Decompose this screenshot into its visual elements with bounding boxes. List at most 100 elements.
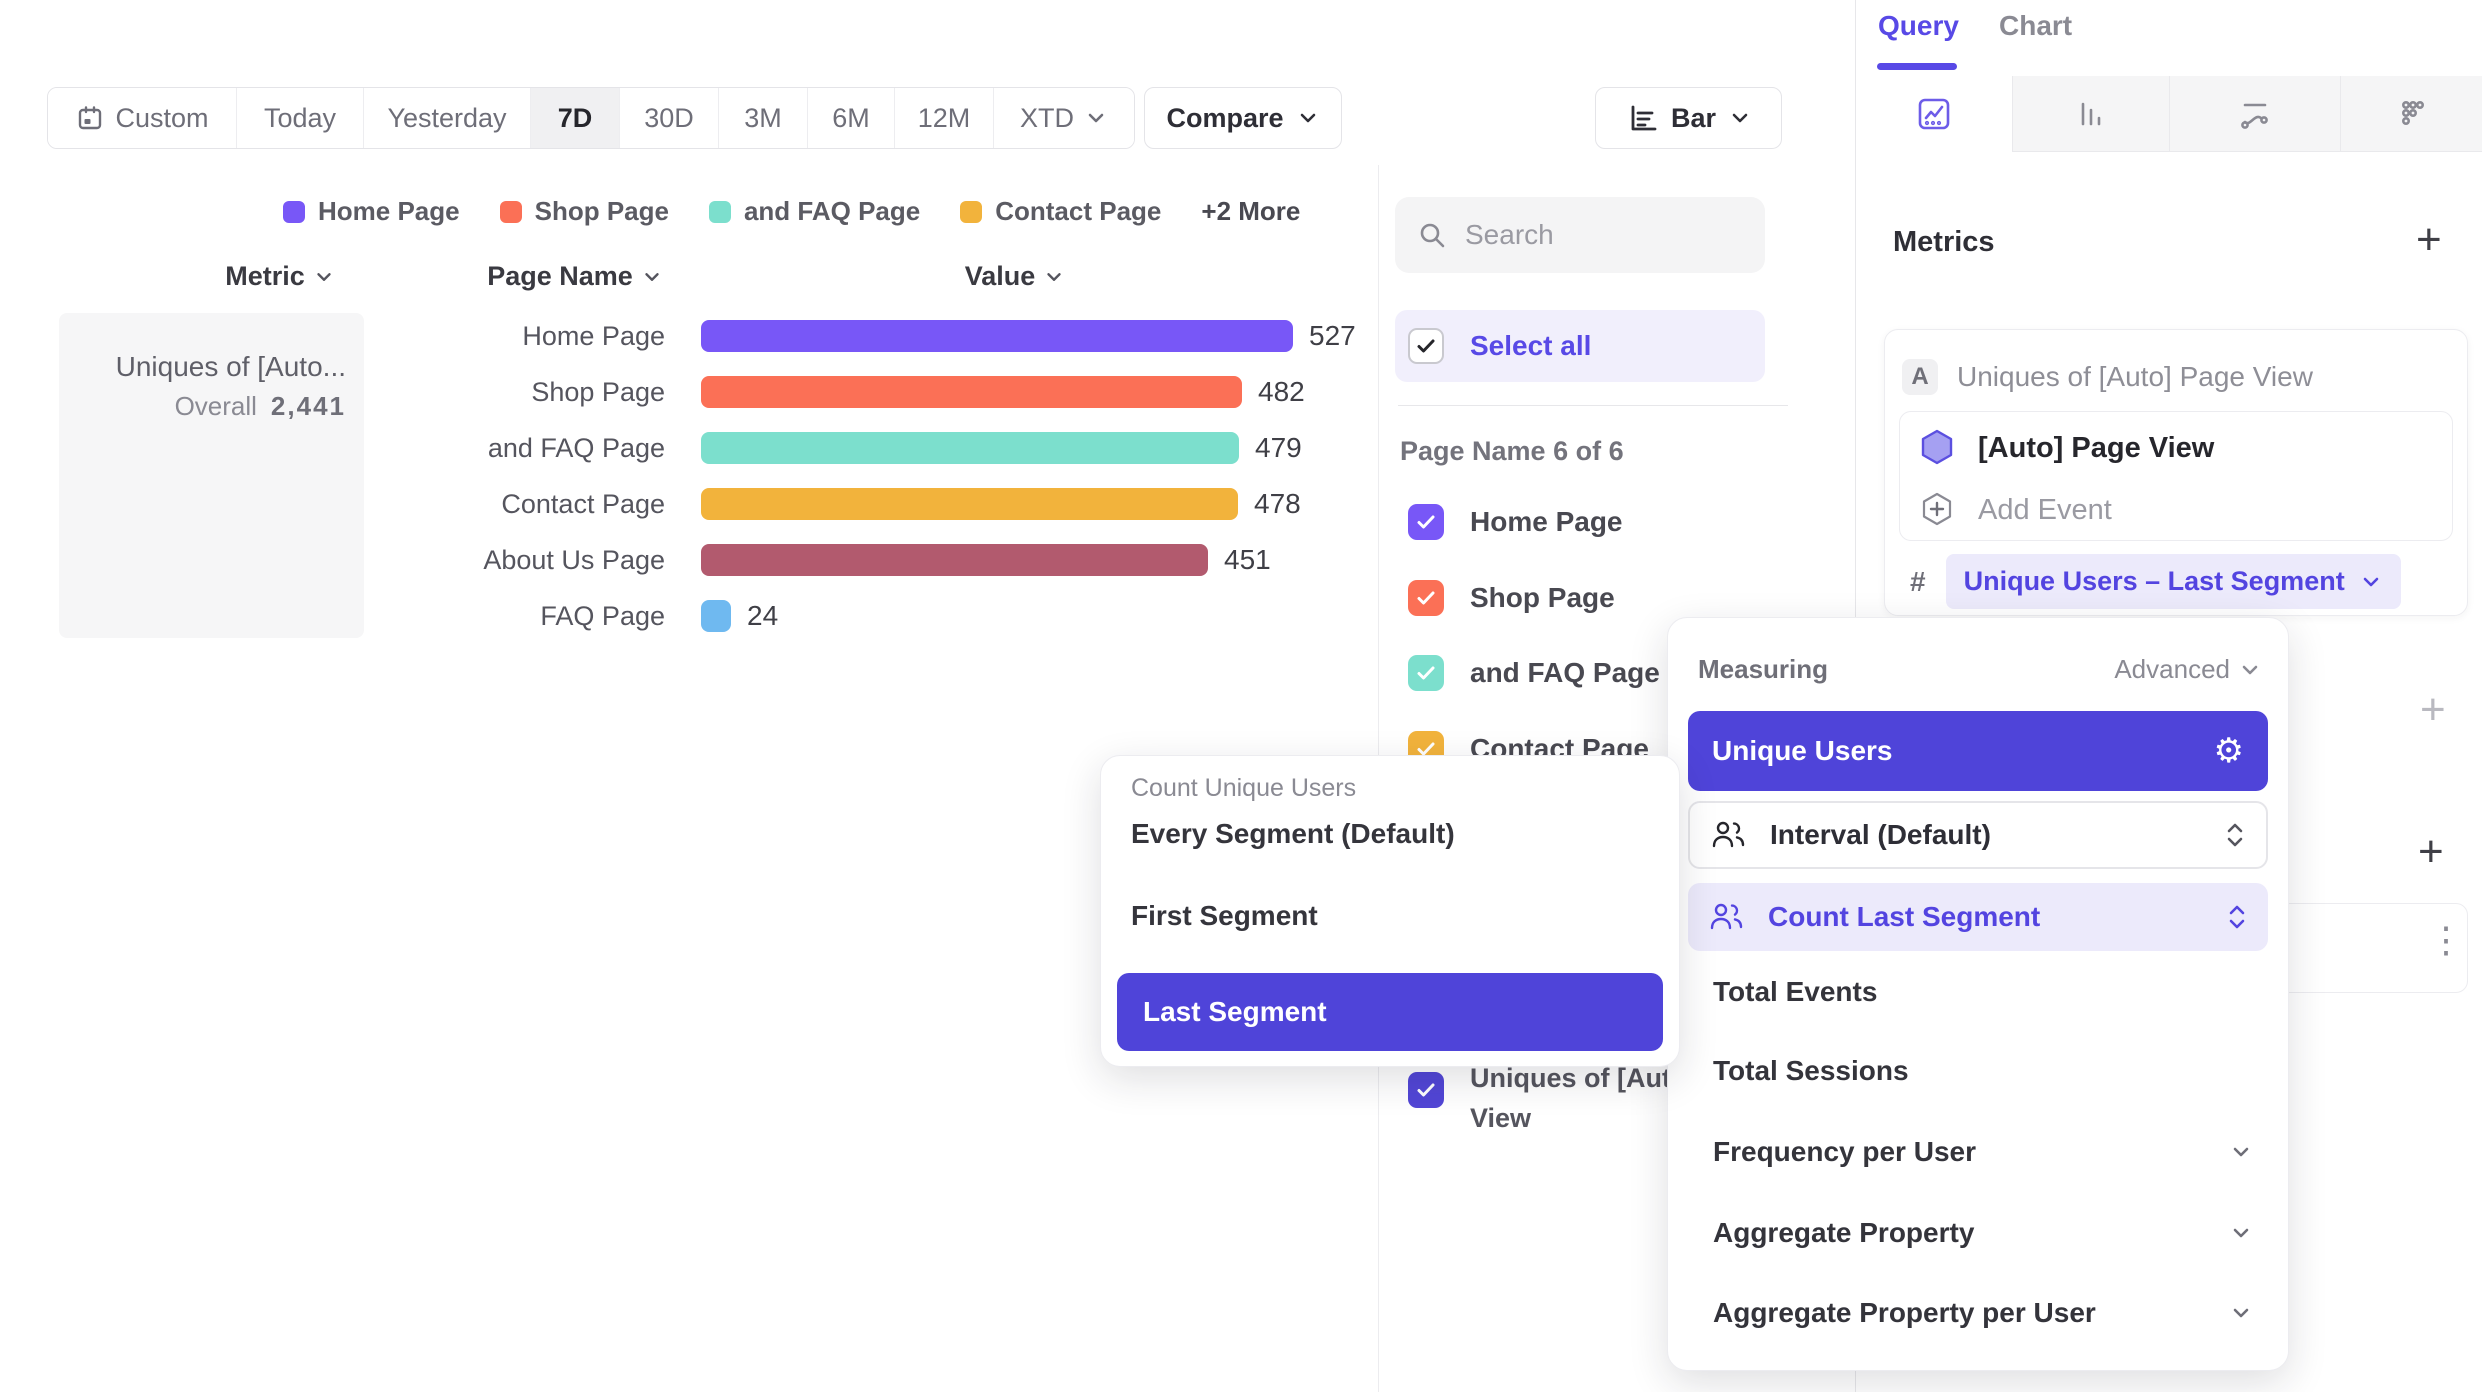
insights-icon	[1918, 98, 1950, 130]
date-range-yesterday[interactable]: Yesterday	[364, 88, 531, 148]
legend-item[interactable]: Shop Page	[499, 196, 669, 227]
calendar-icon	[79, 106, 102, 130]
kebab-menu-icon[interactable]: ⋮	[2428, 919, 2464, 960]
count-option[interactable]: Every Segment (Default)	[1131, 818, 1455, 849]
metric-query-card[interactable]: A Uniques of [Auto] Page View [Auto] Pag…	[1884, 329, 2468, 616]
checkbox[interactable]	[1408, 655, 1444, 691]
add-metric-button[interactable]: +	[2416, 215, 2442, 264]
gear-icon[interactable]: ⚙	[2213, 731, 2244, 771]
add-event-icon	[1922, 492, 1952, 526]
chevron-down-icon	[645, 272, 659, 281]
legend-more[interactable]: +2 More	[1201, 196, 1301, 226]
column-header-page-name[interactable]: Page Name	[460, 261, 690, 292]
chevron-down-icon	[317, 272, 331, 281]
legend-swatch	[708, 200, 731, 223]
filter-item-shop-page[interactable]: Shop Page	[1408, 580, 1615, 616]
select-all-row[interactable]: Select all	[1395, 310, 1765, 382]
legend-item[interactable]: and FAQ Page	[708, 196, 920, 227]
filter-item-and-faq-page[interactable]: and FAQ Page	[1408, 655, 1660, 691]
chevron-down-icon	[2233, 1308, 2249, 1318]
chevron-down-icon	[1047, 272, 1061, 281]
add-event-row[interactable]: Add Event	[1918, 490, 2112, 530]
legend-item[interactable]: Contact Page	[960, 196, 1161, 227]
checkbox[interactable]	[1408, 504, 1444, 540]
date-range-6m[interactable]: 6M	[808, 88, 895, 148]
bar-row-label: About Us Page	[483, 545, 665, 575]
measuring-option-count-last-segment[interactable]: Count Last Segment	[1688, 883, 2268, 951]
view-tab-insights[interactable]	[1856, 76, 2012, 152]
compare-button[interactable]: Compare	[1144, 87, 1342, 149]
date-range-custom[interactable]: Custom	[48, 88, 237, 148]
event-row[interactable]: [Auto] Page View	[1918, 428, 2214, 468]
chart-type-button[interactable]: Bar	[1595, 87, 1782, 149]
bar-segment[interactable]	[701, 320, 1293, 352]
bar-value: 527	[1309, 320, 1356, 351]
legend-swatch	[283, 200, 305, 223]
date-range-30d[interactable]: 30D	[620, 88, 719, 148]
bar-columns-icon	[2081, 102, 2101, 125]
date-range-today[interactable]: Today	[237, 88, 364, 148]
measuring-option-interval[interactable]: Interval (Default)	[1688, 801, 2268, 869]
bar-chart-icon	[1631, 105, 1657, 131]
measuring-option-total-sessions[interactable]: Total Sessions	[1713, 1055, 1909, 1086]
chevron-down-icon	[1300, 113, 1315, 123]
bar-segment[interactable]	[701, 544, 1208, 576]
metric-summary-card[interactable]: Uniques of [Auto... Overall 2,441	[59, 313, 364, 638]
measuring-option-total-events[interactable]: Total Events	[1713, 976, 1878, 1007]
date-range-3m[interactable]: 3M	[719, 88, 808, 148]
select-all-label: Select all	[1470, 330, 1592, 361]
retention-icon	[2241, 103, 2268, 129]
tab-query[interactable]: Query	[1878, 10, 1959, 41]
filter-item-home-page[interactable]: Home Page	[1408, 504, 1623, 540]
chevron-down-icon	[2242, 665, 2258, 674]
count-option[interactable]: First Segment	[1131, 900, 1318, 931]
bar-segment[interactable]	[701, 376, 1242, 408]
bar-row-label: FAQ Page	[540, 601, 665, 631]
bar-segment[interactable]	[701, 432, 1239, 464]
measuring-option-aggregate-property[interactable]: Aggregate Property	[1713, 1217, 2253, 1249]
legend-item[interactable]: Home Page	[283, 196, 460, 227]
date-range-7d[interactable]: 7D	[531, 88, 620, 148]
add-breakdown-button[interactable]: +	[2418, 827, 2444, 876]
advanced-toggle[interactable]: Advanced	[2114, 654, 2262, 685]
metric-query-title: Uniques of [Auto] Page View	[1957, 361, 2313, 392]
select-all-checkbox[interactable]	[1408, 328, 1444, 364]
legend-swatch	[499, 200, 522, 223]
metric-badge: A	[1902, 359, 1938, 395]
bar-value: 482	[1258, 376, 1305, 407]
measuring-option-frequency-per-user[interactable]: Frequency per User	[1713, 1136, 2253, 1168]
measuring-option-unique-users[interactable]: Unique Users ⚙	[1688, 711, 2268, 791]
bar-segment[interactable]	[701, 600, 731, 632]
stepper-icon	[2226, 900, 2248, 934]
date-range-xtd[interactable]: XTD	[994, 88, 1134, 148]
divider	[1398, 405, 1788, 406]
metric-checkbox[interactable]	[1408, 1072, 1444, 1108]
measuring-option-aggregate-property-per-user[interactable]: Aggregate Property per User	[1713, 1297, 2253, 1329]
tab-chart[interactable]: Chart	[1999, 10, 2073, 41]
users-icon	[1708, 900, 1746, 934]
filter-group-label: Page Name 6 of 6	[1400, 436, 1624, 466]
column-header-metric[interactable]: Metric	[160, 261, 400, 292]
segment-search	[1395, 197, 1765, 273]
checkbox[interactable]	[1408, 580, 1444, 616]
chevron-down-icon	[1732, 113, 1748, 123]
count-unique-users-popup: Count Unique Users Every Segment (Defaul…	[1100, 755, 1680, 1067]
count-option-selected[interactable]: Last Segment	[1117, 973, 1663, 1051]
bar-segment[interactable]	[701, 488, 1238, 520]
chevron-down-icon	[1088, 113, 1104, 123]
view-tab-bar-chart[interactable]	[2012, 76, 2169, 152]
column-header-value[interactable]: Value	[900, 261, 1130, 292]
view-tab-flows[interactable]	[2340, 76, 2482, 152]
date-range-12m[interactable]: 12M	[895, 88, 994, 148]
chevron-down-icon	[2233, 1228, 2249, 1238]
bar-value: 24	[747, 600, 779, 631]
search-input[interactable]	[1463, 218, 1747, 252]
metric-title: Uniques of [Auto...	[115, 351, 346, 382]
measuring-popup: Measuring Advanced Unique Users ⚙ Interv…	[1667, 617, 2289, 1371]
users-icon	[1710, 818, 1748, 852]
view-tab-retention[interactable]	[2169, 76, 2340, 152]
add-filter-button[interactable]: +	[2420, 685, 2446, 734]
measuring-title: Measuring	[1698, 654, 1829, 684]
aggregation-pill[interactable]: Unique Users – Last Segment	[1945, 554, 2401, 609]
